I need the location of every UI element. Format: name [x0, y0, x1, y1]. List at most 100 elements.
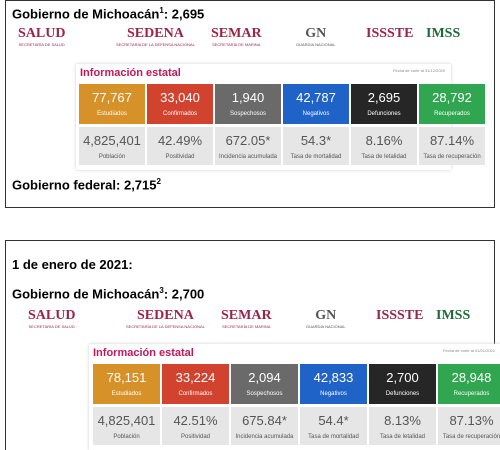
rate-label: Tasa de mortalidad	[308, 434, 359, 440]
stat-card: 28,948 Recuperados	[438, 364, 500, 404]
heading-sup: 3	[159, 286, 164, 295]
stat-value: 2,700	[386, 370, 419, 385]
panel-title: Información estatal	[93, 347, 194, 359]
section-box: Gobierno de Michoacán1: 2,695 SALUD SECRET…	[5, 0, 495, 208]
stat-value: 42,833	[313, 370, 354, 385]
logo: IMSS	[436, 308, 470, 334]
stat-label: Negativos	[320, 391, 347, 397]
logo-sub: SECRETARÍA DE SALUD	[18, 42, 65, 47]
rate-value: 54.3*	[300, 133, 332, 148]
stat-card: 2,695 Defunciones	[351, 84, 417, 124]
rate-card: 4,825,401 Población	[93, 407, 160, 445]
logo-name: GN	[315, 308, 337, 323]
rate-label: Incidencia acumulada	[218, 154, 278, 160]
panel-title: Información estatal	[80, 67, 181, 79]
rate-label: Tasa de mortalidad	[290, 154, 342, 160]
rate-value: 8.13%	[384, 413, 421, 428]
stat-card: 28,792 Recuperados	[419, 84, 485, 124]
heading-text: Gobierno de Michoacán	[12, 6, 160, 22]
rate-label: Positividad	[180, 434, 210, 440]
rate-label: Positividad	[165, 154, 195, 160]
footer: Gobierno federal: 2,7152	[12, 177, 161, 192]
rate-label: Población	[113, 434, 140, 440]
logo: SEDENA SECRETARÍA DE LA DEFENSA NACIONAL	[126, 308, 205, 334]
rate-card: 87.13% Tasa de recuperación	[438, 407, 500, 445]
logo-name: SEMAR	[221, 308, 272, 323]
logo-sub: SECRETARÍA DE MARINA	[212, 42, 261, 47]
logo: IMSS	[426, 26, 460, 52]
stat-value: 78,151	[106, 370, 147, 385]
logo: ISSSTE	[376, 308, 423, 334]
logo-name: SEDENA	[127, 26, 184, 41]
logo: ISSSTE	[366, 26, 413, 52]
logo-name: GN	[305, 26, 327, 41]
stat-label: Recuperados	[453, 391, 490, 397]
logo-name: IMSS	[426, 26, 461, 41]
rate-value: 675.84*	[242, 413, 287, 428]
rate-card: 42.49% Positividad	[147, 127, 213, 165]
footer-sup: 2	[156, 177, 161, 186]
logo: SALUD SECRETARÍA DE SALUD	[18, 26, 65, 52]
rate-value: 87.13%	[449, 413, 494, 428]
stat-card: 33,040 Confirmados	[147, 84, 213, 124]
stat-value: 42,787	[296, 90, 336, 105]
rate-card: 8.13% Tasa de letalidad	[369, 407, 436, 445]
heading-sup: 1	[159, 6, 164, 15]
heading-text: Gobierno de Michoacán	[12, 286, 160, 302]
logo: SALUD SECRETARÍA DE SALUD	[28, 308, 75, 334]
rate-card: 54.3* Tasa de mortalidad	[283, 127, 349, 165]
logo-sub: SECRETARÍA DE LA DEFENSA NACIONAL	[116, 42, 195, 47]
stat-card: 2,094 Sospechosos	[231, 364, 298, 404]
stat-label: Confirmados	[178, 391, 213, 397]
section-box: 1 de enero de 2021: Gobierno de Michoacán…	[5, 240, 500, 450]
rate-label: Tasa de letalidad	[379, 434, 426, 440]
stat-card: 78,151 Estudiados	[93, 364, 160, 404]
panel-date: Fecha de corte al 01/01/2021	[442, 348, 495, 353]
panel: Información estatal Fecha de corte al 31/…	[76, 64, 485, 170]
stat-value: 33,224	[175, 370, 216, 385]
rate-card: 8.16% Tasa de letalidad	[351, 127, 417, 165]
logo-name: SEDENA	[137, 308, 194, 323]
rate-value: 42.51%	[173, 413, 218, 428]
stat-label: Estudiados	[97, 111, 127, 117]
stat-value: 33,040	[160, 90, 200, 105]
rate-label: Incidencia acumulada	[235, 434, 294, 440]
rate-card: 4,825,401 Población	[79, 127, 145, 165]
rate-card: 42.51% Positividad	[162, 407, 229, 445]
rate-value: 42.49%	[157, 133, 203, 148]
logo-name: IMSS	[436, 308, 471, 323]
rate-value: 54.4*	[318, 413, 349, 428]
logo-sub: GUARDIA NACIONAL	[306, 324, 346, 329]
stat-label: Recuperados	[434, 111, 470, 117]
logo-sub: SECRETARÍA DE LA DEFENSA NACIONAL	[126, 324, 205, 329]
rate-card: 675.84* Incidencia acumulada	[231, 407, 298, 445]
heading-after: : 2,700	[163, 286, 205, 302]
logo: GN GUARDIA NACIONAL	[296, 26, 336, 52]
logo-sub: SECRETARÍA DE SALUD	[28, 324, 75, 329]
stat-label: Estudiados	[111, 391, 142, 397]
stat-card: 42,833 Negativos	[300, 364, 367, 404]
stat-card: 33,224 Confirmados	[162, 364, 229, 404]
stat-value: 2,094	[248, 370, 281, 385]
rate-card: 54.4* Tasa de mortalidad	[300, 407, 367, 445]
heading-after: : 2,695	[163, 6, 205, 22]
rate-label: Tasa de letalidad	[361, 154, 407, 160]
rate-value: 8.16%	[365, 133, 403, 148]
stat-value: 2,695	[367, 90, 401, 105]
heading: Gobierno de Michoacán3: 2,700	[12, 286, 204, 301]
stat-card: 2,700 Defunciones	[369, 364, 436, 404]
rate-label: Población	[98, 154, 126, 160]
stat-card: 77,767 Estudiados	[79, 84, 145, 124]
logo: SEMAR SECRETARÍA DE MARINA	[221, 308, 272, 334]
logo-name: SALUD	[18, 26, 66, 41]
stat-label: Negativos	[302, 111, 330, 117]
stat-card: 42,787 Negativos	[283, 84, 349, 124]
logo: GN GUARDIA NACIONAL	[306, 308, 346, 334]
panel-date: Fecha de corte al 31/12/2020	[392, 68, 445, 73]
logo-sub: SECRETARÍA DE MARINA	[222, 324, 271, 329]
stat-value: 28,948	[451, 370, 492, 385]
logo-name: SALUD	[28, 308, 76, 323]
stat-value: 1,940	[231, 90, 265, 105]
stat-label: Confirmados	[162, 111, 197, 117]
